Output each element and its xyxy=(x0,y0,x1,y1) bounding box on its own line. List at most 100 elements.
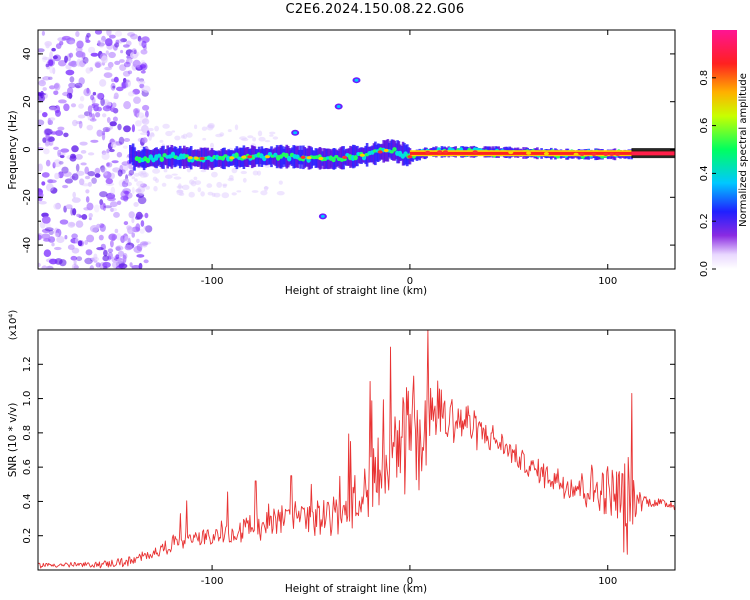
faint-dot xyxy=(211,171,218,178)
noise-dot xyxy=(127,70,133,75)
noise-dot xyxy=(123,78,127,83)
noise-dot xyxy=(115,245,124,251)
noise-dot xyxy=(115,265,123,269)
noise-dot xyxy=(87,112,91,121)
noise-dot xyxy=(110,142,117,148)
noise-dot xyxy=(68,52,74,58)
faint-dot xyxy=(155,178,159,183)
faint-dot xyxy=(206,183,213,188)
noise-dot xyxy=(38,119,45,126)
noise-dot xyxy=(125,178,129,183)
noise-dot xyxy=(82,56,89,64)
band-cell xyxy=(389,140,392,159)
noise-dot xyxy=(86,32,91,38)
noise-dot xyxy=(100,98,105,106)
noise-dot xyxy=(84,240,88,245)
noise-dot xyxy=(60,148,70,153)
noise-dot xyxy=(106,30,112,36)
noise-dot xyxy=(48,76,53,81)
noise-dot xyxy=(41,172,50,178)
snr-frame xyxy=(37,329,676,571)
noise-dot xyxy=(41,265,48,269)
y-tick-label: 0.2 xyxy=(22,528,33,544)
faint-dot xyxy=(188,191,195,198)
noise-dot xyxy=(57,149,61,157)
faint-dot xyxy=(222,183,228,187)
noise-dot xyxy=(105,105,111,109)
noise-dot xyxy=(120,235,126,243)
faint-dot xyxy=(133,173,140,177)
noise-dot xyxy=(135,211,143,220)
noise-dot xyxy=(102,255,109,262)
noise-dot xyxy=(131,217,135,224)
noise-dot xyxy=(128,173,133,177)
y-tick-label: 1.0 xyxy=(22,391,33,407)
faint-dot xyxy=(186,132,193,138)
noise-dot xyxy=(137,196,147,205)
noise-dot xyxy=(53,146,59,150)
faint-dot xyxy=(227,129,232,133)
noise-dot xyxy=(41,77,45,84)
noise-dot xyxy=(136,180,144,187)
faint-dot xyxy=(182,133,188,139)
noise-dot xyxy=(86,124,94,131)
noise-dot xyxy=(109,172,115,179)
noise-dot xyxy=(110,240,114,248)
noise-dot xyxy=(99,223,106,232)
y-tick-label: 0.6 xyxy=(22,459,33,475)
band-core xyxy=(334,155,339,159)
noise-dot xyxy=(48,117,56,121)
faint-dot xyxy=(201,126,207,131)
noise-dot xyxy=(137,35,142,42)
faint-dot xyxy=(139,172,148,178)
noise-dot xyxy=(80,162,87,166)
noise-dot xyxy=(42,76,51,81)
spectrogram-marks xyxy=(38,30,675,269)
noise-dot xyxy=(53,159,62,168)
noise-dot xyxy=(53,203,61,210)
noise-dot xyxy=(123,221,129,226)
y-tick-label: 20 xyxy=(22,95,33,108)
band-hot xyxy=(543,152,549,156)
faint-dot xyxy=(171,173,178,176)
noise-dot xyxy=(114,42,120,48)
noise-dot xyxy=(109,34,116,39)
noise-dot xyxy=(95,262,101,268)
noise-dot xyxy=(45,159,51,167)
colorbar-tick-label: 0.2 xyxy=(699,213,710,229)
noise-dot xyxy=(87,171,96,177)
noise-dot xyxy=(108,51,116,59)
noise-dot xyxy=(75,237,79,244)
noise-dot xyxy=(85,67,92,74)
noise-dot xyxy=(79,95,85,102)
noise-dot xyxy=(126,57,133,64)
noise-dot xyxy=(120,190,129,198)
colorbar-tick-label: 0.4 xyxy=(699,165,710,181)
noise-dot xyxy=(118,136,125,145)
band-cell xyxy=(130,146,133,162)
noise-dot xyxy=(135,188,142,193)
noise-dot xyxy=(38,110,43,114)
noise-dot xyxy=(49,85,56,90)
noise-dot xyxy=(62,184,69,189)
noise-dot xyxy=(70,207,74,216)
snr-series-line xyxy=(38,330,675,569)
noise-dot xyxy=(90,139,99,143)
noise-dot xyxy=(70,255,78,261)
faint-dot xyxy=(200,169,207,173)
noise-dot xyxy=(75,220,84,228)
noise-dot xyxy=(96,92,104,100)
noise-dot xyxy=(78,77,85,85)
noise-dot xyxy=(38,262,41,268)
noise-dot xyxy=(53,83,60,89)
noise-dot xyxy=(71,247,80,254)
faint-dot xyxy=(264,140,271,143)
band-core xyxy=(234,152,239,159)
band-hot xyxy=(265,155,270,159)
noise-dot xyxy=(116,200,122,205)
noise-dot xyxy=(107,251,113,260)
noise-dot xyxy=(68,82,76,89)
noise-dot xyxy=(115,39,120,45)
